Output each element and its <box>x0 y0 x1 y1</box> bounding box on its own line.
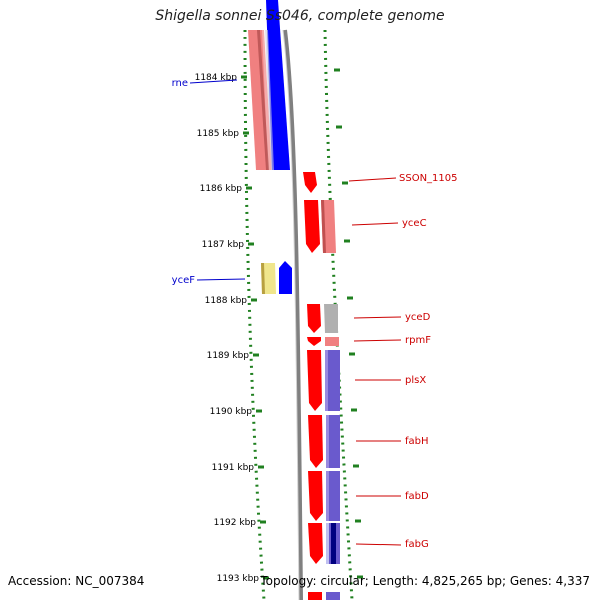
ruler-label: 1193 kbp <box>217 574 260 584</box>
gene-fabH-arrow <box>308 415 340 468</box>
gene-labels: rne SSON_1105 yceC yceF yceD rpmF plsX fabH fabD… <box>172 78 458 550</box>
gene-rne-block <box>265 0 290 170</box>
gene-fabD-arrow <box>308 471 340 521</box>
gene-label-leader <box>189 79 238 84</box>
gene-yceD-arrow <box>307 304 338 333</box>
ruler-label: 1191 kbp <box>212 463 255 473</box>
ruler-label: 1186 kbp <box>200 184 243 194</box>
gene-label-SSON_1105[interactable]: SSON_1105 <box>399 173 458 184</box>
gene-label-yceF[interactable]: yceF <box>172 275 196 286</box>
gene-label-leader <box>353 316 402 319</box>
gene-label-leader <box>348 177 397 182</box>
ruler-label: 1190 kbp <box>210 407 253 417</box>
gene-label-rne[interactable]: rne <box>172 78 188 89</box>
ruler-label: 1187 kbp <box>202 240 245 250</box>
ruler-label: 1192 kbp <box>214 518 257 528</box>
gene-yceF-arrow <box>261 261 292 294</box>
gene-fabG-arrow <box>308 523 340 564</box>
ruler-label: 1184 kbp <box>195 73 238 83</box>
gene-label-fabD[interactable]: fabD <box>405 491 429 502</box>
genome-summary: Topology: circular; Length: 4,825,265 bp… <box>260 574 590 588</box>
gene-rpmF-arrow <box>307 337 339 346</box>
gene-label-yceC[interactable]: yceC <box>402 218 427 229</box>
ruler: 1184 kbp 1185 kbp 1186 kbp 1187 kbp 1188 kbp… <box>195 68 363 584</box>
gene-label-fabG[interactable]: fabG <box>405 539 429 550</box>
scale-ring-left <box>243 29 266 600</box>
scale-ring-right <box>323 29 354 600</box>
gene-label-leader <box>355 543 402 546</box>
gene-label-yceD[interactable]: yceD <box>405 312 431 323</box>
gene-label-plsX[interactable]: plsX <box>405 375 426 386</box>
gene-SSON_1105-arrow <box>303 172 317 193</box>
ruler-label: 1188 kbp <box>205 296 248 306</box>
gene-label-leader <box>353 339 402 342</box>
gene-next-arrow <box>308 592 340 600</box>
gene-label-fabH[interactable]: fabH <box>405 436 429 447</box>
ruler-label: 1185 kbp <box>197 129 240 139</box>
accession-label: Accession: NC_007384 <box>8 574 145 588</box>
gene-yceC-arrow <box>304 200 336 253</box>
map-title: Shigella sonnei Ss046, complete genome <box>155 8 445 24</box>
genome-backbone <box>282 29 303 600</box>
gene-label-leader <box>196 278 246 281</box>
gene-plsX-arrow <box>307 350 340 411</box>
gene-label-rpmF[interactable]: rpmF <box>405 335 431 346</box>
gene-label-leader <box>351 222 399 226</box>
ruler-label: 1189 kbp <box>207 351 250 361</box>
